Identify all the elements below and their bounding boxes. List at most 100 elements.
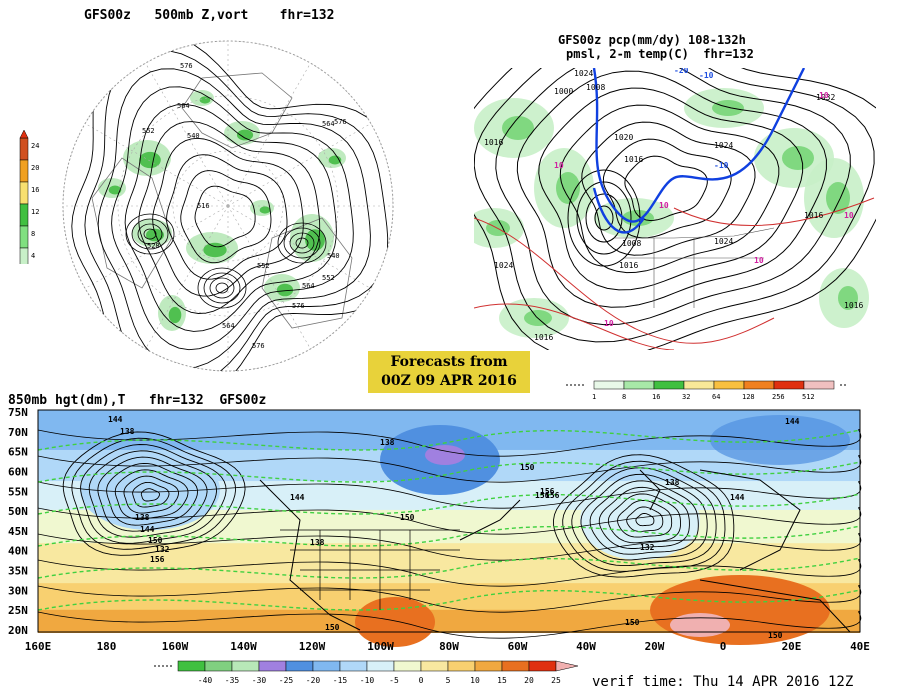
height-contour bbox=[635, 513, 655, 527]
temp-colorbar-tick: 20 bbox=[524, 676, 534, 685]
contour-label: 540 bbox=[327, 252, 340, 260]
longitude-label: 40W bbox=[576, 640, 596, 653]
precip-colorbar-tick: 1 bbox=[592, 393, 596, 401]
contour-label: 552 bbox=[142, 127, 155, 135]
geopotential-contour bbox=[194, 185, 256, 248]
freezing-line bbox=[592, 67, 806, 223]
vort-colorbar-arrow bbox=[19, 129, 29, 139]
temp-colorbar-tick: 10 bbox=[470, 676, 480, 685]
precip-map-title-line1: GFS00z pcp(mm/dy) 108-132h bbox=[558, 33, 746, 47]
warm-area bbox=[650, 575, 830, 645]
height-label: 138 bbox=[135, 513, 150, 522]
temp-label: 10 bbox=[604, 319, 614, 328]
closed-low-contour bbox=[215, 282, 229, 294]
height-contour bbox=[580, 473, 708, 561]
vort-colorbar-tick: 16 bbox=[31, 186, 39, 194]
geopotential-contour bbox=[180, 170, 272, 264]
latitude-label: 25N bbox=[8, 604, 28, 617]
precip-heavy bbox=[622, 210, 654, 226]
temp-colorbar-swatch bbox=[204, 660, 233, 672]
closed-low-contour bbox=[143, 228, 157, 240]
latitude-label: 20N bbox=[8, 624, 28, 637]
height-contour bbox=[617, 499, 673, 538]
precip-colorbar-swatch bbox=[743, 380, 775, 390]
banner-run-time: 00Z 09 APR 2016 bbox=[381, 373, 517, 389]
longitude-label: 160E bbox=[25, 640, 52, 653]
latitude-label: 55N bbox=[8, 485, 28, 498]
isobar-label: 1016 bbox=[619, 261, 638, 270]
temp-colorbar-tick: 15 bbox=[497, 676, 507, 685]
vorticity-max bbox=[259, 206, 271, 214]
latitude-label: 70N bbox=[8, 426, 28, 439]
longitude-label: 140W bbox=[230, 640, 257, 653]
temp-colorbar-swatch bbox=[474, 660, 503, 672]
temp-colorbar-tick: -25 bbox=[279, 676, 294, 685]
height-contour bbox=[589, 480, 699, 555]
polar-map-title: GFS00z 500mb Z,vort fhr=132 bbox=[84, 8, 335, 23]
isobar-label: 1024 bbox=[714, 237, 733, 246]
precip-colorbar-tick: 8 bbox=[622, 393, 626, 401]
height-label: 138 bbox=[665, 478, 680, 487]
vorticity-max bbox=[168, 306, 182, 324]
height-label: 138 bbox=[120, 427, 135, 436]
longitude-label: 60W bbox=[508, 640, 528, 653]
height-label: 144 bbox=[140, 525, 155, 534]
closed-low-contour bbox=[131, 218, 169, 250]
height-contour bbox=[80, 444, 227, 544]
isobar-label: 1008 bbox=[586, 83, 605, 92]
contour-label: 564 bbox=[222, 322, 235, 330]
height-contour bbox=[37, 507, 862, 535]
vorticity-max bbox=[276, 283, 294, 297]
temp-label: -10 bbox=[714, 161, 729, 170]
temp-label: 10 bbox=[659, 201, 669, 210]
isobar bbox=[473, 36, 875, 343]
contour-label: 576 bbox=[292, 302, 305, 310]
vort-colorbar-tick: 4 bbox=[31, 252, 35, 260]
precip-heavy bbox=[556, 172, 580, 204]
isobar bbox=[538, 87, 804, 291]
verification-time: verif time: Thu 14 APR 2016 12Z bbox=[592, 674, 854, 690]
temp-colorbar-swatch bbox=[177, 660, 206, 672]
geopotential-contour bbox=[71, 41, 393, 371]
temp-colorbar-tick: -40 bbox=[198, 676, 213, 685]
precip-heavy bbox=[502, 116, 534, 140]
height-contour bbox=[626, 506, 664, 532]
vorticity-max bbox=[146, 228, 164, 242]
850mb-map-title: 850mb hgt(dm),T fhr=132 GFS00z bbox=[8, 393, 267, 408]
precip-colorbar: 1 8 16 32 64 128 256 512 bbox=[566, 379, 860, 407]
vort-colorbar-swatch bbox=[19, 181, 29, 205]
height-label: 150 bbox=[148, 536, 163, 545]
temperature-contour bbox=[37, 493, 861, 515]
coastline bbox=[259, 469, 851, 633]
isobar-label: 1016 bbox=[624, 155, 643, 164]
geopotential-contour bbox=[166, 154, 288, 280]
temp-colorbar-tick: -5 bbox=[389, 676, 399, 685]
temp-colorbar-tick: 0 bbox=[419, 676, 424, 685]
height-label: 150 bbox=[625, 618, 640, 627]
precip-colorbar-swatch bbox=[713, 380, 745, 390]
vort-colorbar-swatch bbox=[19, 225, 29, 249]
vort-colorbar-swatch bbox=[19, 203, 29, 227]
longitude-label: 40E bbox=[850, 640, 870, 653]
height-contour bbox=[37, 455, 862, 483]
contour-label: 552 bbox=[322, 274, 335, 282]
height-label: 144 bbox=[290, 493, 305, 502]
precip-colorbar-swatch bbox=[803, 380, 835, 390]
closed-low-contour bbox=[289, 232, 315, 254]
precip-colorbar-swatch bbox=[683, 380, 715, 390]
height-contour bbox=[37, 429, 862, 457]
temp-label: 10 bbox=[554, 161, 564, 170]
latitude-label: 50N bbox=[8, 505, 28, 518]
longitude-label: 180 bbox=[97, 640, 117, 653]
precip-map-title-line2: pmsl, 2-m temp(C) fhr=132 bbox=[566, 47, 754, 61]
precip-colorbar-tick: 16 bbox=[652, 393, 660, 401]
vorticity-max bbox=[139, 151, 161, 169]
longitude-label: 120W bbox=[299, 640, 326, 653]
height-contour bbox=[571, 467, 717, 567]
latitude-label: 40N bbox=[8, 545, 28, 558]
temp-colorbar-tick: -35 bbox=[225, 676, 240, 685]
temp-colorbar-swatch bbox=[420, 660, 449, 672]
isobar bbox=[559, 104, 780, 274]
vorticity-max bbox=[203, 242, 227, 258]
isobar-label: 1016 bbox=[804, 211, 823, 220]
